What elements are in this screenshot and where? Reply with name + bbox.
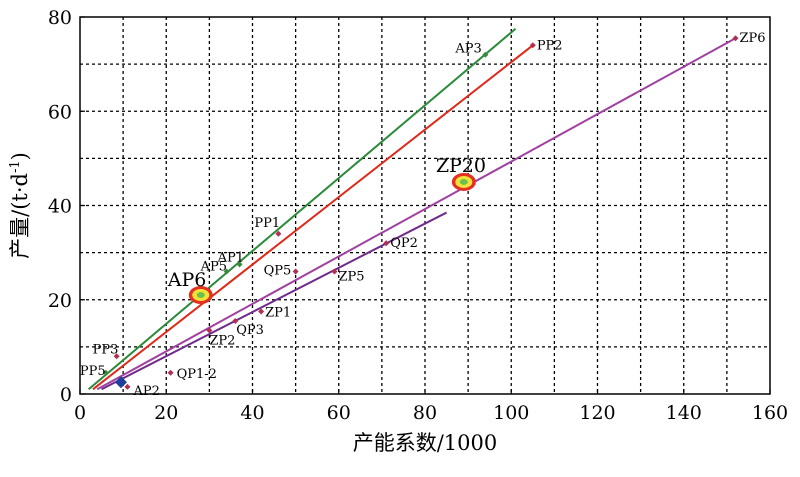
- x-tick-label: 40: [240, 402, 264, 424]
- data-point-marker: [102, 369, 109, 376]
- y-axis-label-sup: -1: [8, 160, 23, 173]
- y-axis-label-close: ): [8, 152, 32, 160]
- grid: [80, 17, 770, 394]
- data-point-label: AP3: [454, 42, 481, 57]
- x-tick-label: 0: [74, 402, 86, 424]
- data-point-marker: [167, 369, 174, 376]
- y-ticks: 0 20 40 60 80: [48, 7, 85, 406]
- y-tick-label: 40: [48, 196, 72, 218]
- data-point-label: AP1: [217, 250, 244, 265]
- data-point-marker: [529, 42, 536, 49]
- data-point-marker: [124, 383, 131, 390]
- data-point-label: PP3: [93, 342, 119, 357]
- data-point-marker: [114, 376, 127, 389]
- y-axis-label: 产量/(t·d-1): [8, 152, 32, 259]
- trend-line: [96, 37, 736, 391]
- data-point-label: QP1-2: [177, 367, 217, 382]
- x-tick-label: 80: [413, 402, 437, 424]
- data-point-label: ZP1: [265, 306, 291, 321]
- data-point-marker: [383, 240, 390, 247]
- data-point-label: AP6: [167, 269, 207, 291]
- trend-line: [101, 211, 448, 391]
- data-point-label: QP3: [236, 323, 264, 338]
- data-point-label: PP1: [254, 216, 280, 231]
- data-point-marker: [258, 308, 265, 315]
- data-point-label: QP2: [390, 236, 418, 251]
- data-point-label: ZP20: [436, 155, 486, 177]
- data-point-marker: [275, 230, 282, 237]
- data-point-label: ZP5: [338, 269, 364, 284]
- x-tick-label: 140: [666, 402, 702, 424]
- data-point-marker: [223, 268, 230, 275]
- x-ticks: 0 20 40 60 80 100 120 140 160: [74, 389, 788, 424]
- data-point-label: PP5: [80, 364, 106, 379]
- data-point-label: ZP6: [740, 31, 766, 46]
- y-tick-label: 60: [48, 101, 72, 123]
- x-tick-label: 120: [579, 402, 615, 424]
- y-tick-label: 80: [48, 7, 72, 29]
- data-point-label: QP5: [264, 263, 292, 278]
- y-axis-label-main: 产量/(t·d: [8, 173, 32, 259]
- data-point-marker: [292, 268, 299, 275]
- data-point-label: ZP2: [209, 333, 235, 348]
- point-highlight-core: [196, 292, 205, 299]
- data-point-marker: [206, 327, 213, 334]
- trend-lines: [87, 28, 736, 391]
- data-point-marker: [482, 51, 489, 58]
- x-tick-label: 60: [327, 402, 351, 424]
- data-point-marker: [232, 317, 239, 324]
- data-point-label: AP2: [132, 384, 159, 399]
- x-tick-label: 100: [493, 402, 529, 424]
- data-point-marker: [113, 353, 120, 360]
- trend-line: [87, 28, 517, 391]
- x-tick-label: 20: [154, 402, 178, 424]
- trend-line: [92, 44, 534, 391]
- data-point-label: PP2: [537, 38, 563, 53]
- x-axis-label: 产能系数/1000: [353, 431, 498, 455]
- x-tick-label: 160: [752, 402, 788, 424]
- data-point-marker: [236, 261, 243, 268]
- y-tick-label: 0: [60, 384, 72, 406]
- data-point-marker: [331, 268, 338, 275]
- point-highlight-core: [459, 178, 468, 185]
- y-tick-label: 20: [48, 290, 72, 312]
- data-point-marker: [732, 35, 739, 42]
- data-point-label: AP5: [200, 259, 227, 274]
